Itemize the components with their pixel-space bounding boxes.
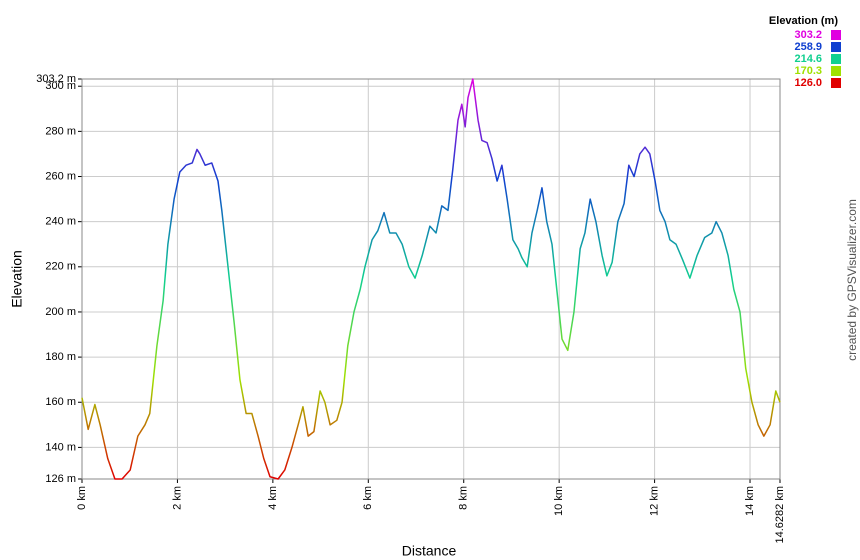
y-axis-label: Elevation: [9, 250, 25, 308]
legend-title: Elevation (m): [769, 15, 838, 27]
plot-border: [81, 78, 781, 480]
x-tick-label: 8 km: [458, 486, 470, 510]
x-tick-label: 2 km: [171, 486, 183, 510]
y-tick-label: 160 m: [45, 396, 76, 408]
x-tick-label: 4 km: [267, 486, 279, 510]
y-tick-label: 240 m: [45, 216, 76, 228]
legend-swatch: [831, 42, 841, 52]
legend-label: 303.2: [794, 29, 822, 41]
legend-label: 214.6: [794, 53, 822, 65]
y-tick-label: 200 m: [45, 306, 76, 318]
elevation-line: [81, 78, 781, 480]
x-tick-label: 14 km: [744, 486, 756, 516]
x-tick-label: 0 km: [76, 486, 88, 510]
x-tick-label: 14.6282 km: [774, 486, 786, 543]
y-tick-label: 126 m: [45, 473, 76, 485]
legend-swatch: [831, 78, 841, 88]
y-tick-label: 180 m: [45, 351, 76, 363]
legend-swatch: [831, 66, 841, 76]
y-tick-label: 303.2 m: [36, 73, 76, 85]
legend-swatch: [831, 54, 841, 64]
y-tick-label: 140 m: [45, 441, 76, 453]
legend-label: 258.9: [794, 41, 822, 53]
legend-label: 170.3: [794, 65, 822, 77]
y-tick-label: 220 m: [45, 261, 76, 273]
x-tick-label: 12 km: [648, 486, 660, 516]
legend-label: 126.0: [794, 77, 822, 89]
legend-swatch: [831, 30, 841, 40]
x-tick-label: 10 km: [553, 486, 565, 516]
y-tick-label: 300 m: [45, 80, 76, 92]
x-tick-label: 6 km: [362, 486, 374, 510]
credit: created by GPSVisualizer.com: [845, 199, 859, 361]
x-axis-label: Distance: [402, 543, 457, 559]
y-tick-label: 260 m: [45, 170, 76, 182]
y-tick-label: 280 m: [45, 125, 76, 137]
